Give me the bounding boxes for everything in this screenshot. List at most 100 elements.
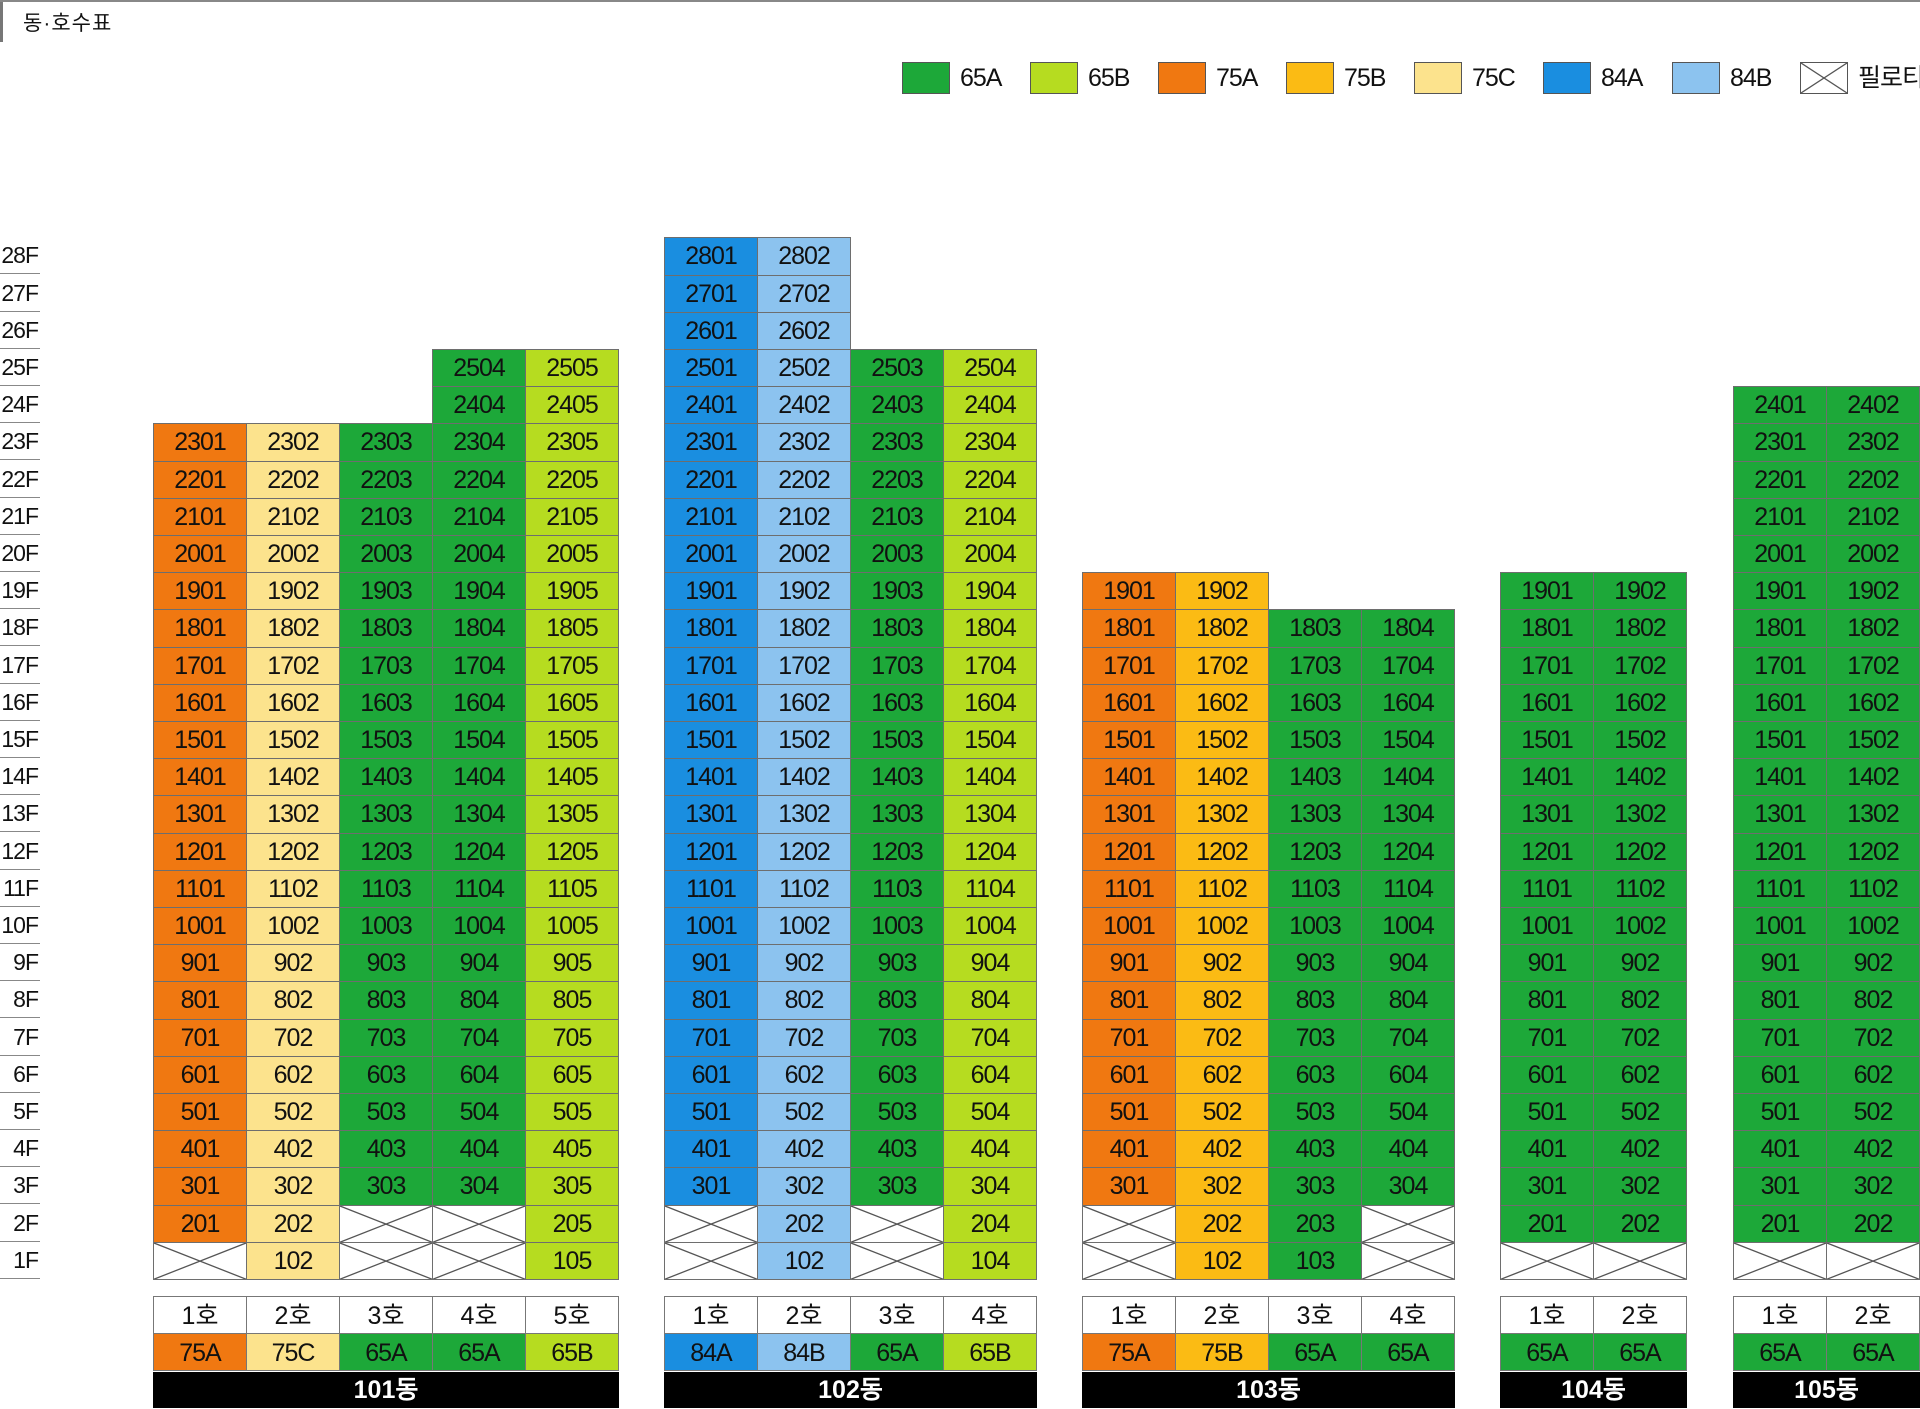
unit-cell: 504 xyxy=(432,1093,526,1132)
legend-swatch-65a xyxy=(902,62,950,94)
unit-cell: 702 xyxy=(1826,1018,1920,1057)
floor-label-28f: 28F xyxy=(0,237,40,275)
unit-cell: 503 xyxy=(1268,1093,1362,1132)
line-number-label: 3호 xyxy=(339,1296,433,1334)
unit-cell: 1402 xyxy=(1593,758,1687,797)
line-type-label: 65A xyxy=(1733,1333,1827,1371)
unit-cell: 2801 xyxy=(664,237,758,276)
unit-cell: 1203 xyxy=(339,832,433,871)
floor-label-12f: 12F xyxy=(0,833,40,870)
unit-cell: 1305 xyxy=(525,795,619,834)
unit-cell: 304 xyxy=(432,1167,526,1206)
unit-cell: 2505 xyxy=(525,349,619,388)
unit-cell: 1701 xyxy=(1500,646,1594,685)
unit-cell: 2401 xyxy=(664,386,758,425)
floor-label-23f: 23F xyxy=(0,423,40,461)
unit-cell: 2005 xyxy=(525,535,619,574)
unit-cell: 1201 xyxy=(1082,832,1176,871)
unit-cell: 1103 xyxy=(1268,869,1362,908)
legend-label: 65A xyxy=(960,64,1002,92)
unit-cell: 305 xyxy=(525,1167,619,1206)
legend-label: 65B xyxy=(1088,64,1130,92)
floor-label-6f: 6F xyxy=(0,1056,40,1093)
unit-cell: 1505 xyxy=(525,721,619,760)
unit-cell: 1502 xyxy=(1826,721,1920,760)
unit-cell: 1702 xyxy=(757,646,851,685)
unit-cell: 1603 xyxy=(850,683,944,722)
unit-cell: 1401 xyxy=(1733,758,1827,797)
unit-cell: 1401 xyxy=(153,758,247,797)
unit-cell: 1201 xyxy=(664,832,758,871)
unit-cell: 1502 xyxy=(1593,721,1687,760)
unit-cell: 1502 xyxy=(246,721,340,760)
unit-cell: 2403 xyxy=(850,386,944,425)
unit-cell: 2002 xyxy=(246,535,340,574)
unit-cell: 2404 xyxy=(432,386,526,425)
unit-cell: 2002 xyxy=(1826,535,1920,574)
line-number-label: 3호 xyxy=(850,1296,944,1334)
unit-cell: 902 xyxy=(246,944,340,983)
unit-cell: 1101 xyxy=(1733,869,1827,908)
unit-cell: 902 xyxy=(1593,944,1687,983)
unit-cell: 302 xyxy=(1593,1167,1687,1206)
unit-cell: 701 xyxy=(1500,1018,1594,1057)
unit-cell: 502 xyxy=(1593,1093,1687,1132)
floor-label-25f: 25F xyxy=(0,349,40,386)
unit-cell: 1602 xyxy=(1175,683,1269,722)
unit-cell: 304 xyxy=(943,1167,1037,1206)
unit-cell: 1904 xyxy=(432,572,526,611)
unit-cell: 604 xyxy=(943,1055,1037,1094)
unit-cell: 502 xyxy=(1826,1093,1920,1132)
unit-cell: 2402 xyxy=(1826,386,1920,425)
unit-cell: 1301 xyxy=(1082,795,1176,834)
floor-label-4f: 4F xyxy=(0,1130,40,1168)
floor-label-20f: 20F xyxy=(0,535,40,572)
unit-cell: 1302 xyxy=(246,795,340,834)
unit-cell: 1901 xyxy=(153,572,247,611)
unit-cell: 903 xyxy=(339,944,433,983)
unit-cell: 2504 xyxy=(432,349,526,388)
floor-label-15f: 15F xyxy=(0,721,40,758)
unit-cell: 704 xyxy=(1361,1018,1455,1057)
unit-cell: 2003 xyxy=(850,535,944,574)
unit-cell: 1205 xyxy=(525,832,619,871)
legend-swatch-75b xyxy=(1286,62,1334,94)
unit-cell: 2303 xyxy=(850,423,944,462)
unit-cell: 1203 xyxy=(850,832,944,871)
unit-cell: 2502 xyxy=(757,349,851,388)
floor-label-21f: 21F xyxy=(0,498,40,535)
unit-cell: 2303 xyxy=(339,423,433,462)
unit-cell: 1501 xyxy=(1733,721,1827,760)
unit-cell: 1602 xyxy=(246,683,340,722)
unit-cell: 1902 xyxy=(1175,572,1269,611)
line-number-label: 4호 xyxy=(432,1296,526,1334)
unit-cell: 401 xyxy=(664,1130,758,1169)
unit-cell: 1304 xyxy=(943,795,1037,834)
unit-cell: 2201 xyxy=(1733,460,1827,499)
unit-cell: 801 xyxy=(1733,981,1827,1020)
unit-cell: 803 xyxy=(850,981,944,1020)
unit-cell: 1002 xyxy=(1175,907,1269,946)
unit-cell: 403 xyxy=(850,1130,944,1169)
unit-cell: 901 xyxy=(1500,944,1594,983)
unit-cell: 1803 xyxy=(339,609,433,648)
unit-cell: 301 xyxy=(153,1167,247,1206)
unit-cell: 1802 xyxy=(757,609,851,648)
unit-cell: 501 xyxy=(664,1093,758,1132)
unit-cell: 1304 xyxy=(1361,795,1455,834)
unit-cell: 1303 xyxy=(1268,795,1362,834)
unit-cell: 2301 xyxy=(153,423,247,462)
line-type-label: 65B xyxy=(943,1333,1037,1371)
unit-cell: 805 xyxy=(525,981,619,1020)
floor-label-19f: 19F xyxy=(0,572,40,610)
unit-cell: 1801 xyxy=(1082,609,1176,648)
piloti-cross-icon xyxy=(1733,1241,1827,1280)
unit-cell: 1601 xyxy=(1500,683,1594,722)
unit-cell: 1704 xyxy=(943,646,1037,685)
unit-cell: 703 xyxy=(1268,1018,1362,1057)
unit-cell: 2205 xyxy=(525,460,619,499)
unit-cell: 402 xyxy=(246,1130,340,1169)
unit-cell: 1502 xyxy=(757,721,851,760)
unit-cell: 1802 xyxy=(1593,609,1687,648)
unit-cell: 1202 xyxy=(757,832,851,871)
